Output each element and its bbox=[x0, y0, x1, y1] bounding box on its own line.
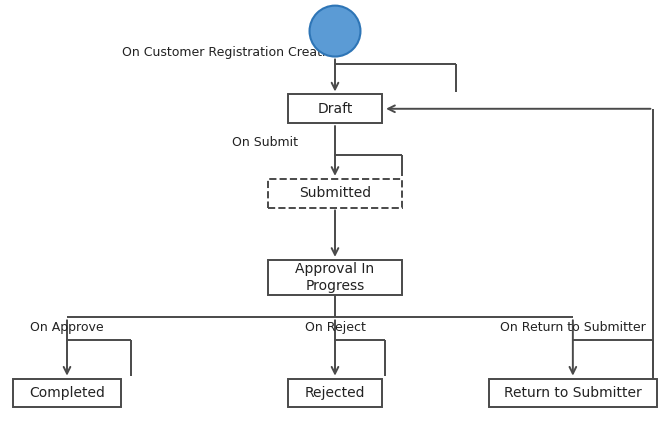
Text: Return to Submitter: Return to Submitter bbox=[504, 386, 642, 400]
Text: On Approve: On Approve bbox=[30, 321, 104, 334]
FancyBboxPatch shape bbox=[268, 260, 402, 295]
Text: On Submit: On Submit bbox=[232, 136, 297, 149]
Text: Completed: Completed bbox=[29, 386, 105, 400]
Text: Approval In
Progress: Approval In Progress bbox=[295, 262, 375, 293]
Text: Submitted: Submitted bbox=[299, 186, 371, 200]
Text: Rejected: Rejected bbox=[305, 386, 365, 400]
Text: On Customer Registration Creation: On Customer Registration Creation bbox=[122, 46, 340, 59]
Text: On Return to Submitter: On Return to Submitter bbox=[500, 321, 646, 334]
Ellipse shape bbox=[310, 6, 360, 56]
FancyBboxPatch shape bbox=[288, 94, 382, 123]
FancyBboxPatch shape bbox=[268, 179, 402, 208]
Text: Draft: Draft bbox=[318, 102, 352, 116]
FancyBboxPatch shape bbox=[13, 378, 121, 408]
Text: On Reject: On Reject bbox=[305, 321, 365, 334]
FancyBboxPatch shape bbox=[489, 378, 657, 408]
FancyBboxPatch shape bbox=[288, 378, 382, 408]
